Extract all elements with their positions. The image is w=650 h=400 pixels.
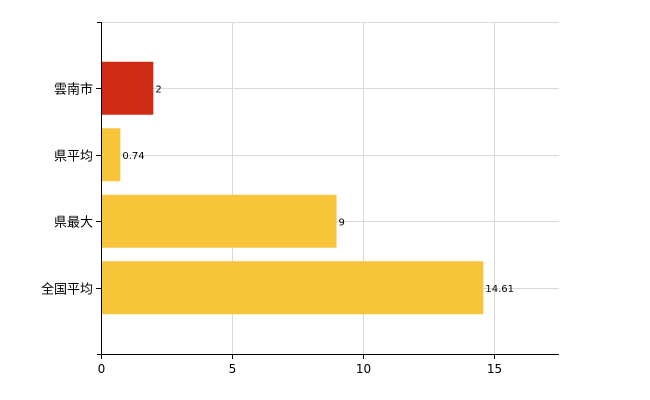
category-label-4: 全国平均: [41, 282, 93, 298]
data-label-2: 0.74: [122, 151, 144, 162]
bar-3: [101, 194, 337, 248]
x-tick-label-10: 10: [356, 362, 371, 376]
bar-4: [101, 261, 484, 315]
bars: [101, 61, 484, 315]
axes: [96, 22, 559, 359]
data-label-1: 2: [155, 84, 161, 95]
x-tick-label-0: 0: [98, 362, 106, 376]
x-tick-label-5: 5: [229, 362, 237, 376]
bar-1: [101, 61, 154, 115]
data-label-3: 9: [339, 217, 345, 228]
category-label-3: 県最大: [54, 216, 93, 231]
bar-2: [101, 128, 121, 182]
category-label-2: 県平均: [54, 150, 93, 165]
data-label-4: 14.61: [485, 284, 514, 295]
x-tick-label-15: 15: [487, 362, 502, 376]
category-label-1: 雲南市: [54, 82, 93, 98]
